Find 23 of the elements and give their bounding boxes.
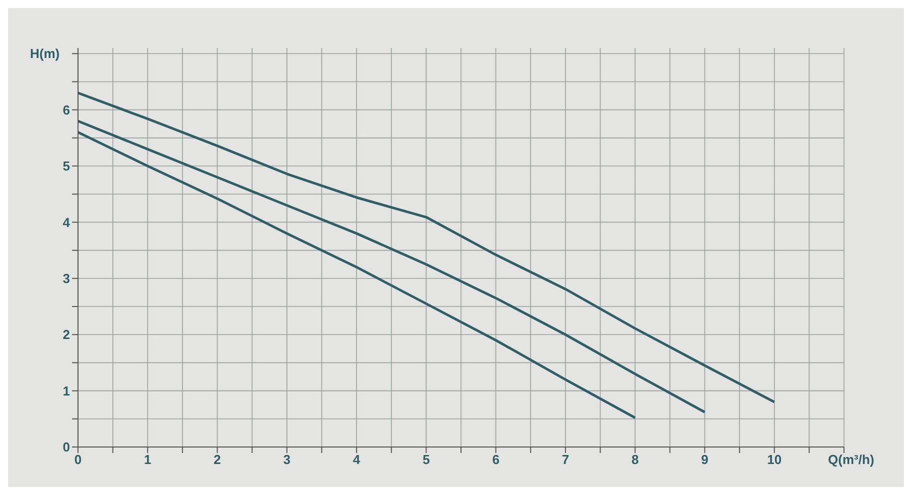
x-tick-label: 10 xyxy=(767,452,782,468)
y-tick-label: 6 xyxy=(62,102,70,118)
x-tick-label: 6 xyxy=(492,452,500,468)
x-tick-label: 9 xyxy=(701,452,708,468)
line-series xyxy=(78,120,706,414)
y-tick-label: 2 xyxy=(62,327,70,342)
x-tick-label: 5 xyxy=(422,452,430,468)
x-tick-label: 3 xyxy=(283,452,291,468)
y-tick-label: 5 xyxy=(62,158,70,174)
y-tick-label: 4 xyxy=(62,214,71,230)
y-tick-label: 3 xyxy=(62,271,70,286)
x-tick-label: 7 xyxy=(562,452,570,468)
x-tick-label: 1 xyxy=(144,452,152,468)
y-tick-label: 1 xyxy=(62,383,70,398)
line-series xyxy=(78,92,776,404)
x-tick-label: 0 xyxy=(74,452,82,468)
line-series xyxy=(78,131,636,420)
x-tick-label: 8 xyxy=(631,452,639,468)
x-tick-label: 4 xyxy=(352,452,361,468)
x-tick-label: 2 xyxy=(214,452,221,468)
y-tick-label: 0 xyxy=(62,440,70,455)
x-axis-title: Q(m³/h) xyxy=(828,452,874,467)
y-axis-title: H(m) xyxy=(30,46,60,61)
